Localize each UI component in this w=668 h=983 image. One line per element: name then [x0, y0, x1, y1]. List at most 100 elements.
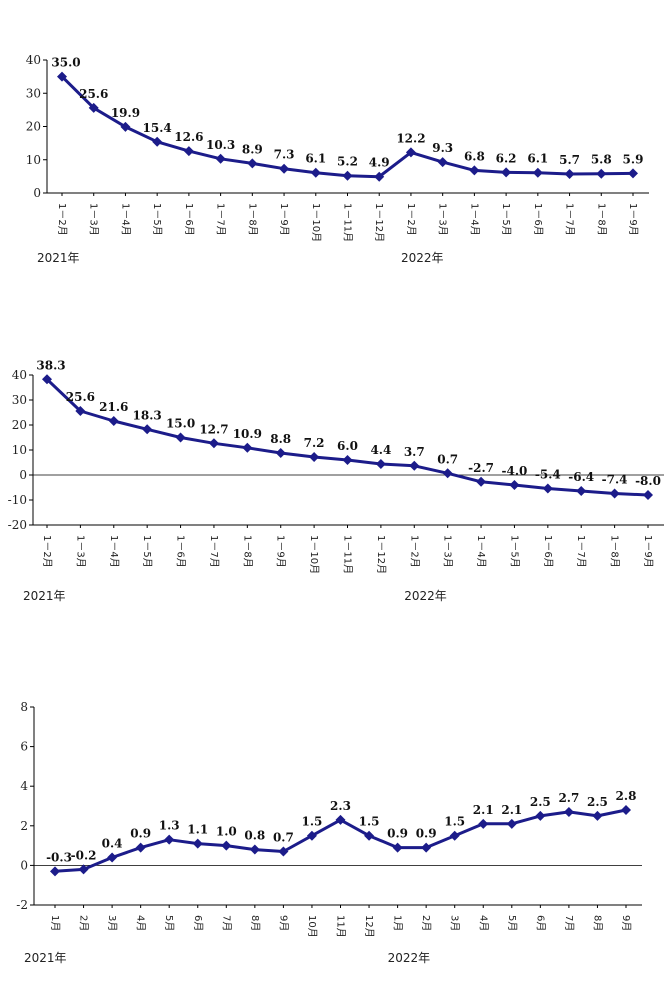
x-tick-label: 1－7月: [564, 203, 576, 236]
chart1-svg: -20 -10 0 10 20 30 40 1－2月 1－3月 1－4月 1－5月 1－6月 1－7月 1…: [8, 358, 664, 603]
data-point: [564, 169, 575, 180]
x-tick-label: 1月: [49, 915, 61, 931]
year-label: 2021年: [23, 589, 66, 603]
data-point: [437, 157, 448, 168]
data-label: 8.9: [242, 142, 263, 156]
data-point: [449, 830, 460, 841]
data-point: [506, 818, 517, 829]
chart-consumer-price: -2 0 2 4 6 8 1月 2月 3月 4月 5月 6月 7月 8月 9月 10月 11月 12月 1月 2月 3月…: [0, 660, 668, 983]
data-label: 1.5: [444, 815, 465, 829]
x-tick-label: 3月: [106, 915, 118, 931]
x-tick-label: 1－9月: [642, 535, 654, 568]
x-tick-label: 6月: [534, 915, 546, 931]
data-point: [374, 171, 385, 182]
data-point: [509, 480, 520, 490]
data-label: 15.4: [143, 121, 172, 135]
x-tick-label: 4月: [477, 915, 489, 931]
x-tick-label: 8月: [249, 915, 261, 931]
y-tick-label: 30: [12, 393, 27, 407]
data-label: 25.6: [79, 87, 108, 101]
x-tick-label: 1－9月: [275, 535, 287, 568]
x-tick-label: 2月: [420, 915, 432, 931]
data-label: 2.3: [330, 799, 351, 813]
data-point: [120, 121, 131, 132]
x-tick-label: 1－11月: [342, 535, 354, 574]
x-tick-label: 1－6月: [183, 203, 195, 236]
x-tick-label: 1－7月: [215, 203, 227, 236]
year-label: 2022年: [401, 251, 444, 265]
data-point: [621, 804, 631, 815]
x-tick-label: 1－10月: [310, 203, 322, 242]
x-tick-label: 1－11月: [342, 203, 354, 242]
data-point: [309, 452, 320, 462]
data-point: [609, 488, 620, 499]
x-tick-label: 1－4月: [468, 203, 480, 236]
data-label: 0.9: [387, 827, 408, 841]
data-label: 6.1: [305, 152, 326, 166]
data-label: 9.3: [432, 141, 453, 155]
data-label: 1.1: [187, 823, 208, 837]
x-tick-label: 10月: [306, 915, 318, 938]
x-tick-label: 1－6月: [532, 203, 544, 236]
x-tick-label: 1－2月: [41, 535, 53, 568]
data-point: [175, 432, 186, 443]
data-label: 6.1: [527, 152, 548, 166]
x-tick-label: 1－2月: [408, 535, 420, 568]
x-tick-label: 1－10月: [308, 535, 320, 574]
x-tick-label: 1－4月: [108, 535, 120, 568]
x-tick-label: 1－4月: [475, 535, 487, 568]
x-tick-label: 1－8月: [595, 203, 607, 236]
year-label: 2021年: [37, 251, 80, 265]
data-point: [152, 136, 163, 147]
data-label: -0.3: [46, 850, 72, 864]
data-point: [247, 158, 258, 169]
data-point: [542, 483, 553, 494]
x-tick-label: 1－4月: [119, 203, 131, 236]
data-label: 4.4: [370, 443, 391, 457]
data-label: -5.4: [535, 468, 561, 482]
data-point: [208, 438, 219, 449]
x-tick-label: 2月: [78, 915, 90, 931]
x-tick-label: 12月: [363, 915, 375, 938]
data-point: [107, 852, 118, 863]
data-label: 35.0: [51, 56, 80, 70]
data-point: [50, 866, 60, 877]
chart2-svg: -2 0 2 4 6 8 1月 2月 3月 4月 5月 6月 7月 8月 9月 10月 11月 12月 1月 2月 3月…: [16, 700, 642, 965]
data-point: [279, 163, 290, 174]
data-point: [306, 830, 317, 841]
data-point: [476, 476, 487, 487]
data-point: [628, 168, 638, 179]
y-tick-label: 8: [20, 700, 28, 714]
data-label: 5.9: [623, 152, 644, 166]
data-label: 1.3: [159, 819, 180, 833]
data-point: [375, 459, 386, 469]
data-point: [242, 442, 253, 453]
x-tick-label: 9月: [620, 915, 632, 931]
data-point: [164, 834, 175, 845]
y-tick-label: 2: [20, 819, 28, 833]
x-tick-label: 1－7月: [575, 535, 587, 568]
data-point: [57, 71, 67, 82]
x-tick-label: 1－7月: [208, 535, 220, 568]
x-tick-label: 1－6月: [542, 535, 554, 568]
y-tick-label: -2: [16, 898, 28, 912]
data-point: [405, 147, 416, 158]
data-point: [501, 167, 512, 178]
data-label: 0.4: [102, 836, 123, 850]
data-point: [532, 167, 543, 178]
data-label: 8.8: [270, 432, 291, 446]
data-label: 5.7: [559, 153, 580, 167]
x-tick-label: 1－8月: [241, 535, 253, 568]
data-label: 7.2: [304, 436, 325, 450]
year-label: 2022年: [388, 951, 431, 965]
y-tick-label: -10: [8, 493, 27, 507]
data-label: 6.2: [496, 151, 517, 165]
data-point: [183, 146, 194, 157]
data-label: 0.9: [130, 827, 151, 841]
data-label: 2.5: [530, 795, 551, 809]
data-point: [478, 818, 489, 829]
x-tick-label: 1－3月: [88, 203, 100, 236]
x-tick-label: 1－6月: [175, 535, 187, 568]
data-label: 6.8: [464, 149, 485, 163]
data-label: 10.3: [206, 138, 235, 152]
